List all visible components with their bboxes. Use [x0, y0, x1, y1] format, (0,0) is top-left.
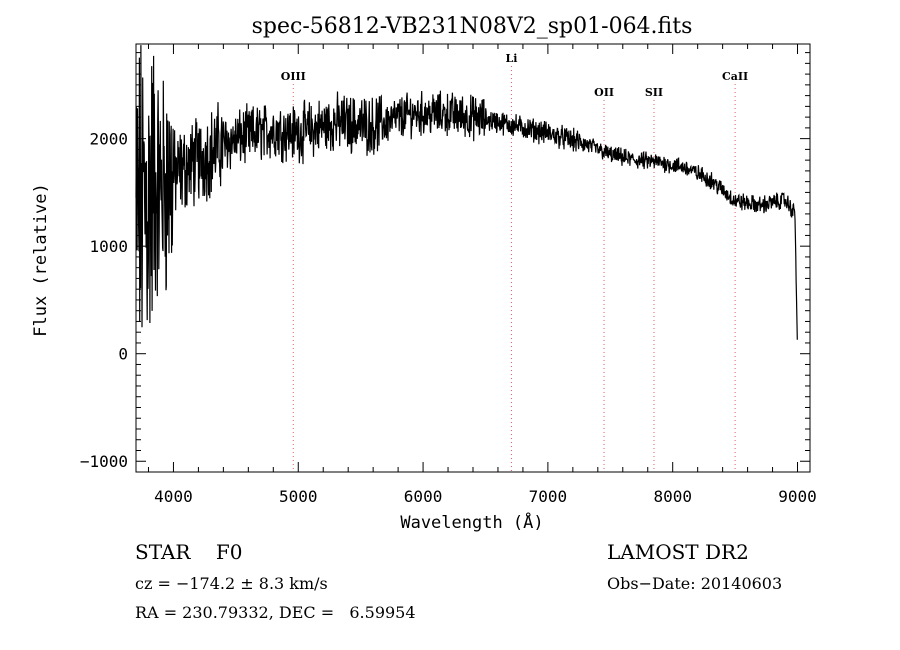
- plot-frame: [135, 43, 811, 473]
- x-tick-label: 6000: [404, 487, 443, 506]
- x-tick-label: 9000: [778, 487, 817, 506]
- redshift-readout: cz = −174.2 ± 8.3 km/s: [135, 574, 328, 593]
- coordinates-readout: RA = 230.79332, DEC = 6.59954: [135, 603, 416, 622]
- x-tick-label: 5000: [279, 487, 318, 506]
- line-marker-label: Li: [505, 52, 517, 65]
- y-axis-label: Flux (relative): [31, 183, 51, 337]
- spectrum-series: [135, 45, 798, 340]
- line-marker-label: OIII: [281, 70, 306, 83]
- y-tick-label: 0: [118, 345, 128, 364]
- y-tick-label: −1000: [80, 452, 128, 471]
- object-class: STAR: [135, 540, 191, 564]
- x-tick-label: 8000: [653, 487, 692, 506]
- spectral-subclass: F0: [215, 540, 243, 564]
- y-tick-label: 1000: [89, 237, 128, 256]
- chart-title: spec-56812-VB231N08V2_sp01-064.fits: [252, 14, 693, 39]
- object-class-label: STAR F0: [135, 540, 243, 564]
- line-marker-label: CaII: [722, 70, 748, 83]
- line-marker-label: SII: [645, 86, 663, 99]
- obs-date: Obs−Date: 20140603: [607, 574, 783, 593]
- survey-label: LAMOST DR2: [607, 540, 749, 564]
- y-tick-label: 2000: [89, 130, 128, 149]
- line-marker-label: OII: [594, 86, 614, 99]
- x-tick-label: 7000: [529, 487, 568, 506]
- x-tick-label: 4000: [154, 487, 193, 506]
- x-axis-label: Wavelength (Å): [400, 511, 543, 533]
